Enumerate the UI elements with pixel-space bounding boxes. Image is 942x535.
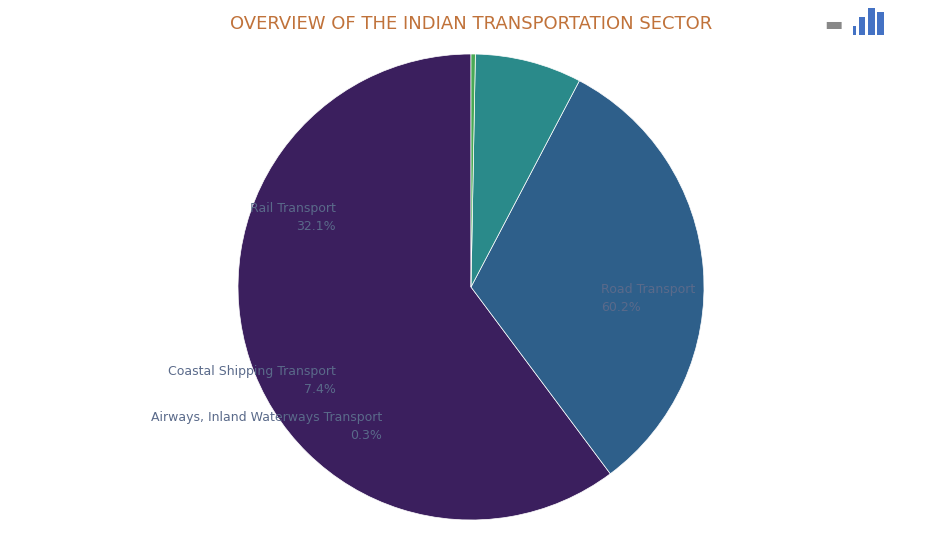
Title: OVERVIEW OF THE INDIAN TRANSPORTATION SECTOR: OVERVIEW OF THE INDIAN TRANSPORTATION SE… — [230, 15, 712, 33]
Bar — [869, 8, 874, 35]
Bar — [859, 17, 866, 35]
Wedge shape — [471, 81, 704, 474]
Text: Coastal Shipping Transport
7.4%: Coastal Shipping Transport 7.4% — [168, 365, 336, 396]
Bar — [878, 12, 885, 35]
Text: Airways, Inland Waterways Transport
0.3%: Airways, Inland Waterways Transport 0.3% — [152, 411, 382, 442]
Bar — [850, 26, 855, 35]
Text: Road Transport
60.2%: Road Transport 60.2% — [602, 283, 696, 314]
Text: Rail Transport
32.1%: Rail Transport 32.1% — [250, 202, 336, 233]
Wedge shape — [471, 54, 476, 287]
Wedge shape — [471, 54, 579, 287]
Wedge shape — [238, 54, 610, 520]
Text: ▬: ▬ — [824, 14, 843, 34]
